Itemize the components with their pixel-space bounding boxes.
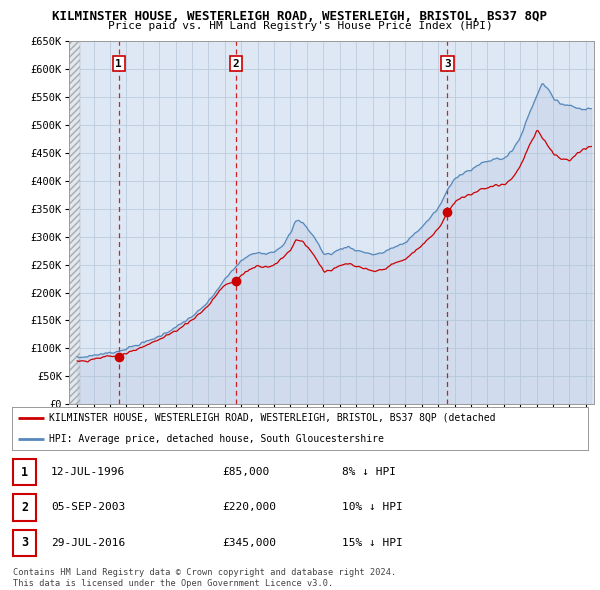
Text: £345,000: £345,000 (222, 538, 276, 548)
Text: KILMINSTER HOUSE, WESTERLEIGH ROAD, WESTERLEIGH, BRISTOL, BS37 8QP: KILMINSTER HOUSE, WESTERLEIGH ROAD, WEST… (53, 10, 548, 23)
Text: 3: 3 (21, 536, 28, 549)
Text: £220,000: £220,000 (222, 503, 276, 512)
Text: 29-JUL-2016: 29-JUL-2016 (51, 538, 125, 548)
Text: £85,000: £85,000 (222, 467, 269, 477)
Text: 05-SEP-2003: 05-SEP-2003 (51, 503, 125, 512)
Text: Price paid vs. HM Land Registry's House Price Index (HPI): Price paid vs. HM Land Registry's House … (107, 21, 493, 31)
Text: HPI: Average price, detached house, South Gloucestershire: HPI: Average price, detached house, Sout… (49, 434, 385, 444)
Text: 8% ↓ HPI: 8% ↓ HPI (342, 467, 396, 477)
Text: 1: 1 (115, 58, 122, 68)
Text: 12-JUL-1996: 12-JUL-1996 (51, 467, 125, 477)
Text: 10% ↓ HPI: 10% ↓ HPI (342, 503, 403, 512)
Text: 2: 2 (233, 58, 239, 68)
Text: Contains HM Land Registry data © Crown copyright and database right 2024.
This d: Contains HM Land Registry data © Crown c… (13, 568, 397, 588)
Text: 2: 2 (21, 501, 28, 514)
Polygon shape (69, 41, 80, 404)
Text: 15% ↓ HPI: 15% ↓ HPI (342, 538, 403, 548)
Text: 1: 1 (21, 466, 28, 478)
Text: KILMINSTER HOUSE, WESTERLEIGH ROAD, WESTERLEIGH, BRISTOL, BS37 8QP (detached: KILMINSTER HOUSE, WESTERLEIGH ROAD, WEST… (49, 413, 496, 422)
Text: 3: 3 (444, 58, 451, 68)
